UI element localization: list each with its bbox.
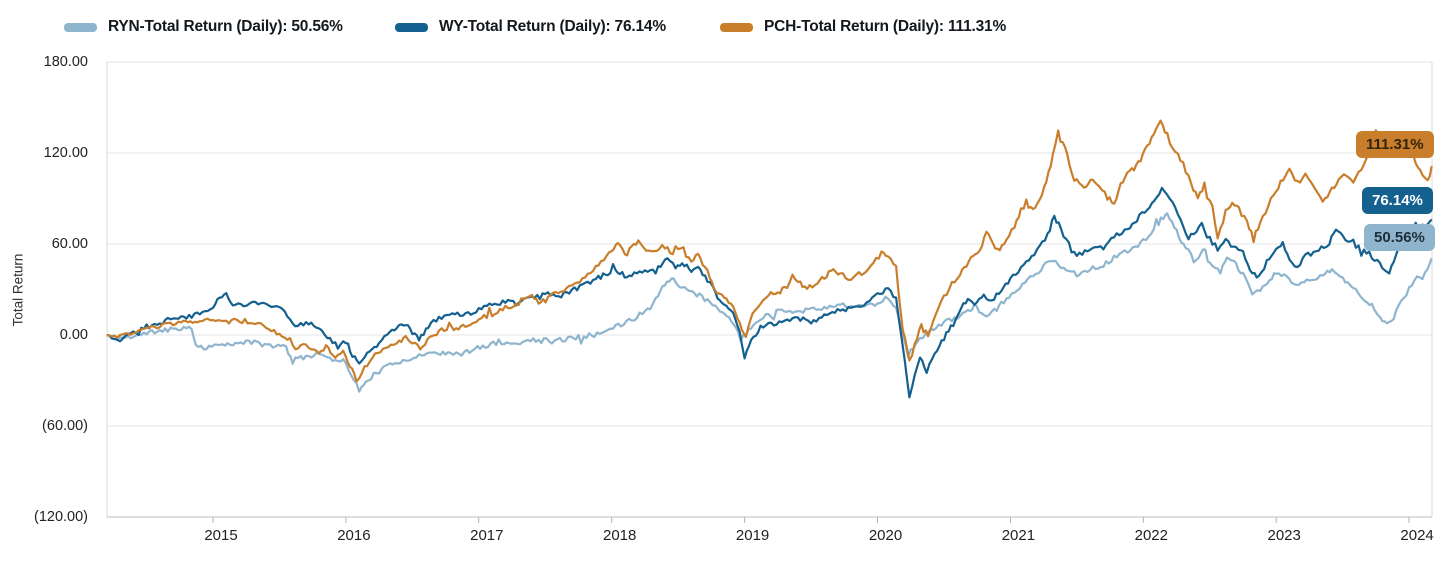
y-tick-label: 60.00 <box>51 235 88 252</box>
ryn-line-swatch-icon <box>64 22 97 32</box>
end-value-badge-pch: 111.31% <box>1356 131 1434 158</box>
end-value-badge-wy: 76.14% <box>1362 187 1433 214</box>
end-value-badge-ryn: 50.56% <box>1364 224 1435 251</box>
chart-legend: RYN-Total Return (Daily): 50.56% WY-Tota… <box>0 14 1444 40</box>
x-tick-label: 2019 <box>735 527 770 544</box>
pch-line-swatch-icon <box>720 22 753 32</box>
legend-label-ryn: RYN-Total Return (Daily): 50.56% <box>108 18 343 35</box>
series-line-pch[interactable] <box>106 119 1433 383</box>
x-tick-label: 2015 <box>204 527 238 544</box>
x-tick-label: 2017 <box>470 527 504 544</box>
y-tick-label: (120.00) <box>33 509 88 525</box>
y-tick-label: (60.00) <box>42 418 88 434</box>
wy-line-swatch-icon <box>395 22 428 32</box>
x-tick-label: 2020 <box>868 527 903 544</box>
legend-label-wy: WY-Total Return (Daily): 76.14% <box>439 18 666 35</box>
legend-item-wy[interactable]: WY-Total Return (Daily): 76.14% <box>395 14 666 40</box>
x-tick-label: 2024 <box>1400 527 1434 544</box>
series-line-ryn[interactable] <box>106 212 1433 393</box>
legend-item-ryn[interactable]: RYN-Total Return (Daily): 50.56% <box>64 14 343 40</box>
legend-label-pch: PCH-Total Return (Daily): 111.31% <box>764 18 1007 35</box>
y-tick-label: 180.00 <box>43 53 88 70</box>
x-tick-label: 2021 <box>1001 527 1036 544</box>
x-tick-label: 2016 <box>337 527 371 544</box>
legend-item-pch[interactable]: PCH-Total Return (Daily): 111.31% <box>720 14 1006 40</box>
y-tick-label: 0.00 <box>59 327 88 343</box>
x-tick-label: 2018 <box>603 527 637 544</box>
y-tick-label: 120.00 <box>43 144 88 161</box>
x-tick-label: 2022 <box>1134 527 1168 544</box>
x-tick-label: 2023 <box>1267 527 1301 544</box>
series-line-wy[interactable] <box>106 186 1433 399</box>
